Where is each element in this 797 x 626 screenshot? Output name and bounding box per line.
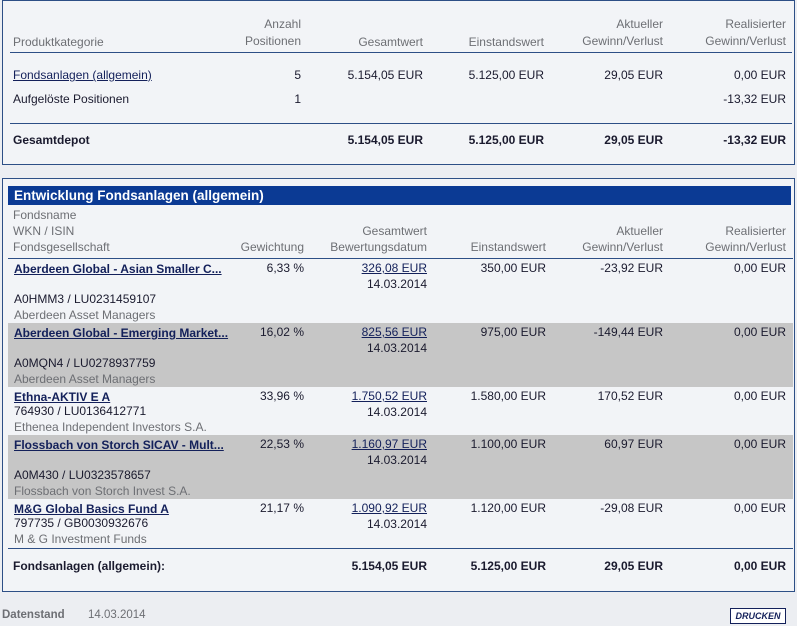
row-current: 29,05 EUR — [604, 68, 663, 82]
header-current-line2: Gewinn/Verlust — [582, 240, 663, 254]
row-cost: 5.125,00 EUR — [468, 68, 544, 82]
fund-row: M&G Global Basics Fund A 797735 / GB0030… — [8, 499, 793, 547]
fund-cost: 1.580,00 EUR — [470, 389, 546, 403]
fund-realized: 0,00 EUR — [733, 501, 786, 515]
fund-company: Aberdeen Asset Managers — [14, 308, 156, 322]
fund-row: Aberdeen Global - Asian Smaller C... A0H… — [8, 259, 793, 323]
header-cost: Einstandswert — [468, 35, 544, 49]
fund-value-link[interactable]: 1.160,97 EUR — [351, 437, 427, 451]
header-value-line2: Bewertungsdatum — [330, 240, 427, 254]
fund-cost: 1.120,00 EUR — [470, 501, 546, 515]
detail-header-divider — [8, 258, 793, 259]
fund-row: Ethna-AKTIV E A 764930 / LU0136412771 Et… — [8, 387, 793, 435]
fund-valuation-date: 14.03.2014 — [366, 341, 427, 355]
header-weight: Gewichtung — [240, 240, 304, 254]
fund-wkn-isin: 764930 / LU0136412771 — [14, 404, 147, 418]
total-realized: -13,32 EUR — [723, 133, 786, 147]
row-count: 1 — [294, 92, 301, 106]
header-wkn-isin: WKN / ISIN — [13, 224, 75, 238]
detail-total-value: 5.154,05 EUR — [351, 559, 427, 573]
fund-name-link[interactable]: M&G Global Basics Fund A — [14, 502, 169, 516]
header-realized-line1: Realisierter — [725, 17, 786, 31]
fund-realized: 0,00 EUR — [733, 261, 786, 275]
fund-cost: 1.100,00 EUR — [470, 437, 546, 451]
detail-total-label: Fondsanlagen (allgemein): — [13, 559, 166, 573]
header-total: Gesamtwert — [358, 35, 423, 49]
fund-row: Aberdeen Global - Emerging Market... A0M… — [8, 323, 793, 387]
detail-total-realized: 0,00 EUR — [733, 559, 786, 573]
fund-value-link[interactable]: 825,56 EUR — [361, 325, 427, 339]
detail-total-divider — [8, 548, 793, 549]
fund-wkn-isin: A0M430 / LU0323578657 — [14, 468, 151, 482]
header-realized-line2: Gewinn/Verlust — [705, 34, 786, 48]
fund-valuation-date: 14.03.2014 — [366, 277, 427, 291]
fund-value-link[interactable]: 1.090,92 EUR — [351, 501, 427, 515]
header-cost: Einstandswert — [470, 240, 546, 254]
fund-weight: 6,33 % — [266, 261, 304, 275]
header-value-line1: Gesamtwert — [362, 224, 427, 238]
fund-current: 60,97 EUR — [604, 437, 663, 451]
fund-realized: 0,00 EUR — [733, 437, 786, 451]
fund-name-link[interactable]: Aberdeen Global - Asian Smaller C... — [14, 262, 222, 276]
detail-total-cost: 5.125,00 EUR — [470, 559, 546, 573]
fund-company: Flossbach von Storch Invest S.A. — [14, 484, 191, 498]
fund-current: -29,08 EUR — [600, 501, 663, 515]
total-current: 29,05 EUR — [604, 133, 663, 147]
fund-name-link[interactable]: Flossbach von Storch SICAV - Mult... — [14, 438, 224, 452]
fund-weight: 16,02 % — [259, 325, 304, 339]
header-company: Fondsgesellschaft — [13, 240, 110, 254]
fund-current: -23,92 EUR — [600, 261, 663, 275]
header-realized-line2: Gewinn/Verlust — [705, 240, 786, 254]
fund-valuation-date: 14.03.2014 — [366, 453, 427, 467]
header-category: Produktkategorie — [13, 35, 104, 49]
header-divider — [10, 52, 792, 53]
fund-cost: 350,00 EUR — [480, 261, 546, 275]
fund-wkn-isin: A0HMM3 / LU0231459107 — [14, 292, 157, 306]
row-count: 5 — [294, 68, 301, 82]
fund-wkn-isin: 797735 / GB0030932676 — [14, 516, 149, 530]
detail-total-current: 29,05 EUR — [604, 559, 663, 573]
fund-wkn-isin: A0MQN4 / LU0278937759 — [14, 356, 156, 370]
fund-realized: 0,00 EUR — [733, 389, 786, 403]
header-count-line2: Positionen — [244, 34, 301, 48]
fund-value-link[interactable]: 326,08 EUR — [361, 261, 427, 275]
fund-company: M & G Investment Funds — [14, 532, 147, 546]
category-aufgeloeste: Aufgelöste Positionen — [13, 92, 130, 106]
header-fund-name: Fondsname — [13, 208, 77, 222]
fund-weight: 33,96 % — [259, 389, 304, 403]
portfolio-summary-panel: Produktkategorie Anzahl Positionen Gesam… — [2, 0, 795, 165]
fund-cost: 975,00 EUR — [480, 325, 546, 339]
fund-value-link[interactable]: 1.750,52 EUR — [351, 389, 427, 403]
header-current-line2: Gewinn/Verlust — [582, 34, 663, 48]
header-current-line1: Aktueller — [616, 17, 663, 31]
data-status-label: Datenstand — [2, 609, 65, 621]
row-realized: -13,32 EUR — [723, 92, 786, 106]
fund-valuation-date: 14.03.2014 — [366, 517, 427, 531]
category-link-fondsanlagen[interactable]: Fondsanlagen (allgemein) — [13, 68, 152, 82]
fund-weight: 21,17 % — [259, 501, 304, 515]
total-divider — [10, 123, 792, 124]
total-label: Gesamtdepot — [13, 133, 90, 147]
fund-weight: 22,53 % — [259, 437, 304, 451]
header-current-line1: Aktueller — [616, 224, 663, 238]
fund-current: -149,44 EUR — [593, 325, 663, 339]
row-total: 5.154,05 EUR — [347, 68, 423, 82]
fund-company: Aberdeen Asset Managers — [14, 372, 156, 386]
data-status-date: 14.03.2014 — [88, 609, 146, 621]
fund-realized: 0,00 EUR — [733, 325, 786, 339]
detail-title: Entwicklung Fondsanlagen (allgemein) — [8, 186, 791, 205]
header-realized-line1: Realisierter — [725, 224, 786, 238]
fund-company: Ethenea Independent Investors S.A. — [14, 420, 207, 434]
fund-name-link[interactable]: Ethna-AKTIV E A — [14, 390, 111, 404]
fund-row: Flossbach von Storch SICAV - Mult... A0M… — [8, 435, 793, 499]
total-value: 5.154,05 EUR — [347, 133, 423, 147]
total-cost: 5.125,00 EUR — [468, 133, 544, 147]
print-button[interactable]: DRUCKEN — [730, 608, 786, 624]
fund-valuation-date: 14.03.2014 — [366, 405, 427, 419]
fund-current: 170,52 EUR — [597, 389, 663, 403]
fund-name-link[interactable]: Aberdeen Global - Emerging Market... — [14, 326, 229, 340]
fund-detail-panel: Entwicklung Fondsanlagen (allgemein) Fon… — [2, 178, 795, 592]
row-realized: 0,00 EUR — [733, 68, 786, 82]
header-count-line1: Anzahl — [264, 17, 301, 31]
